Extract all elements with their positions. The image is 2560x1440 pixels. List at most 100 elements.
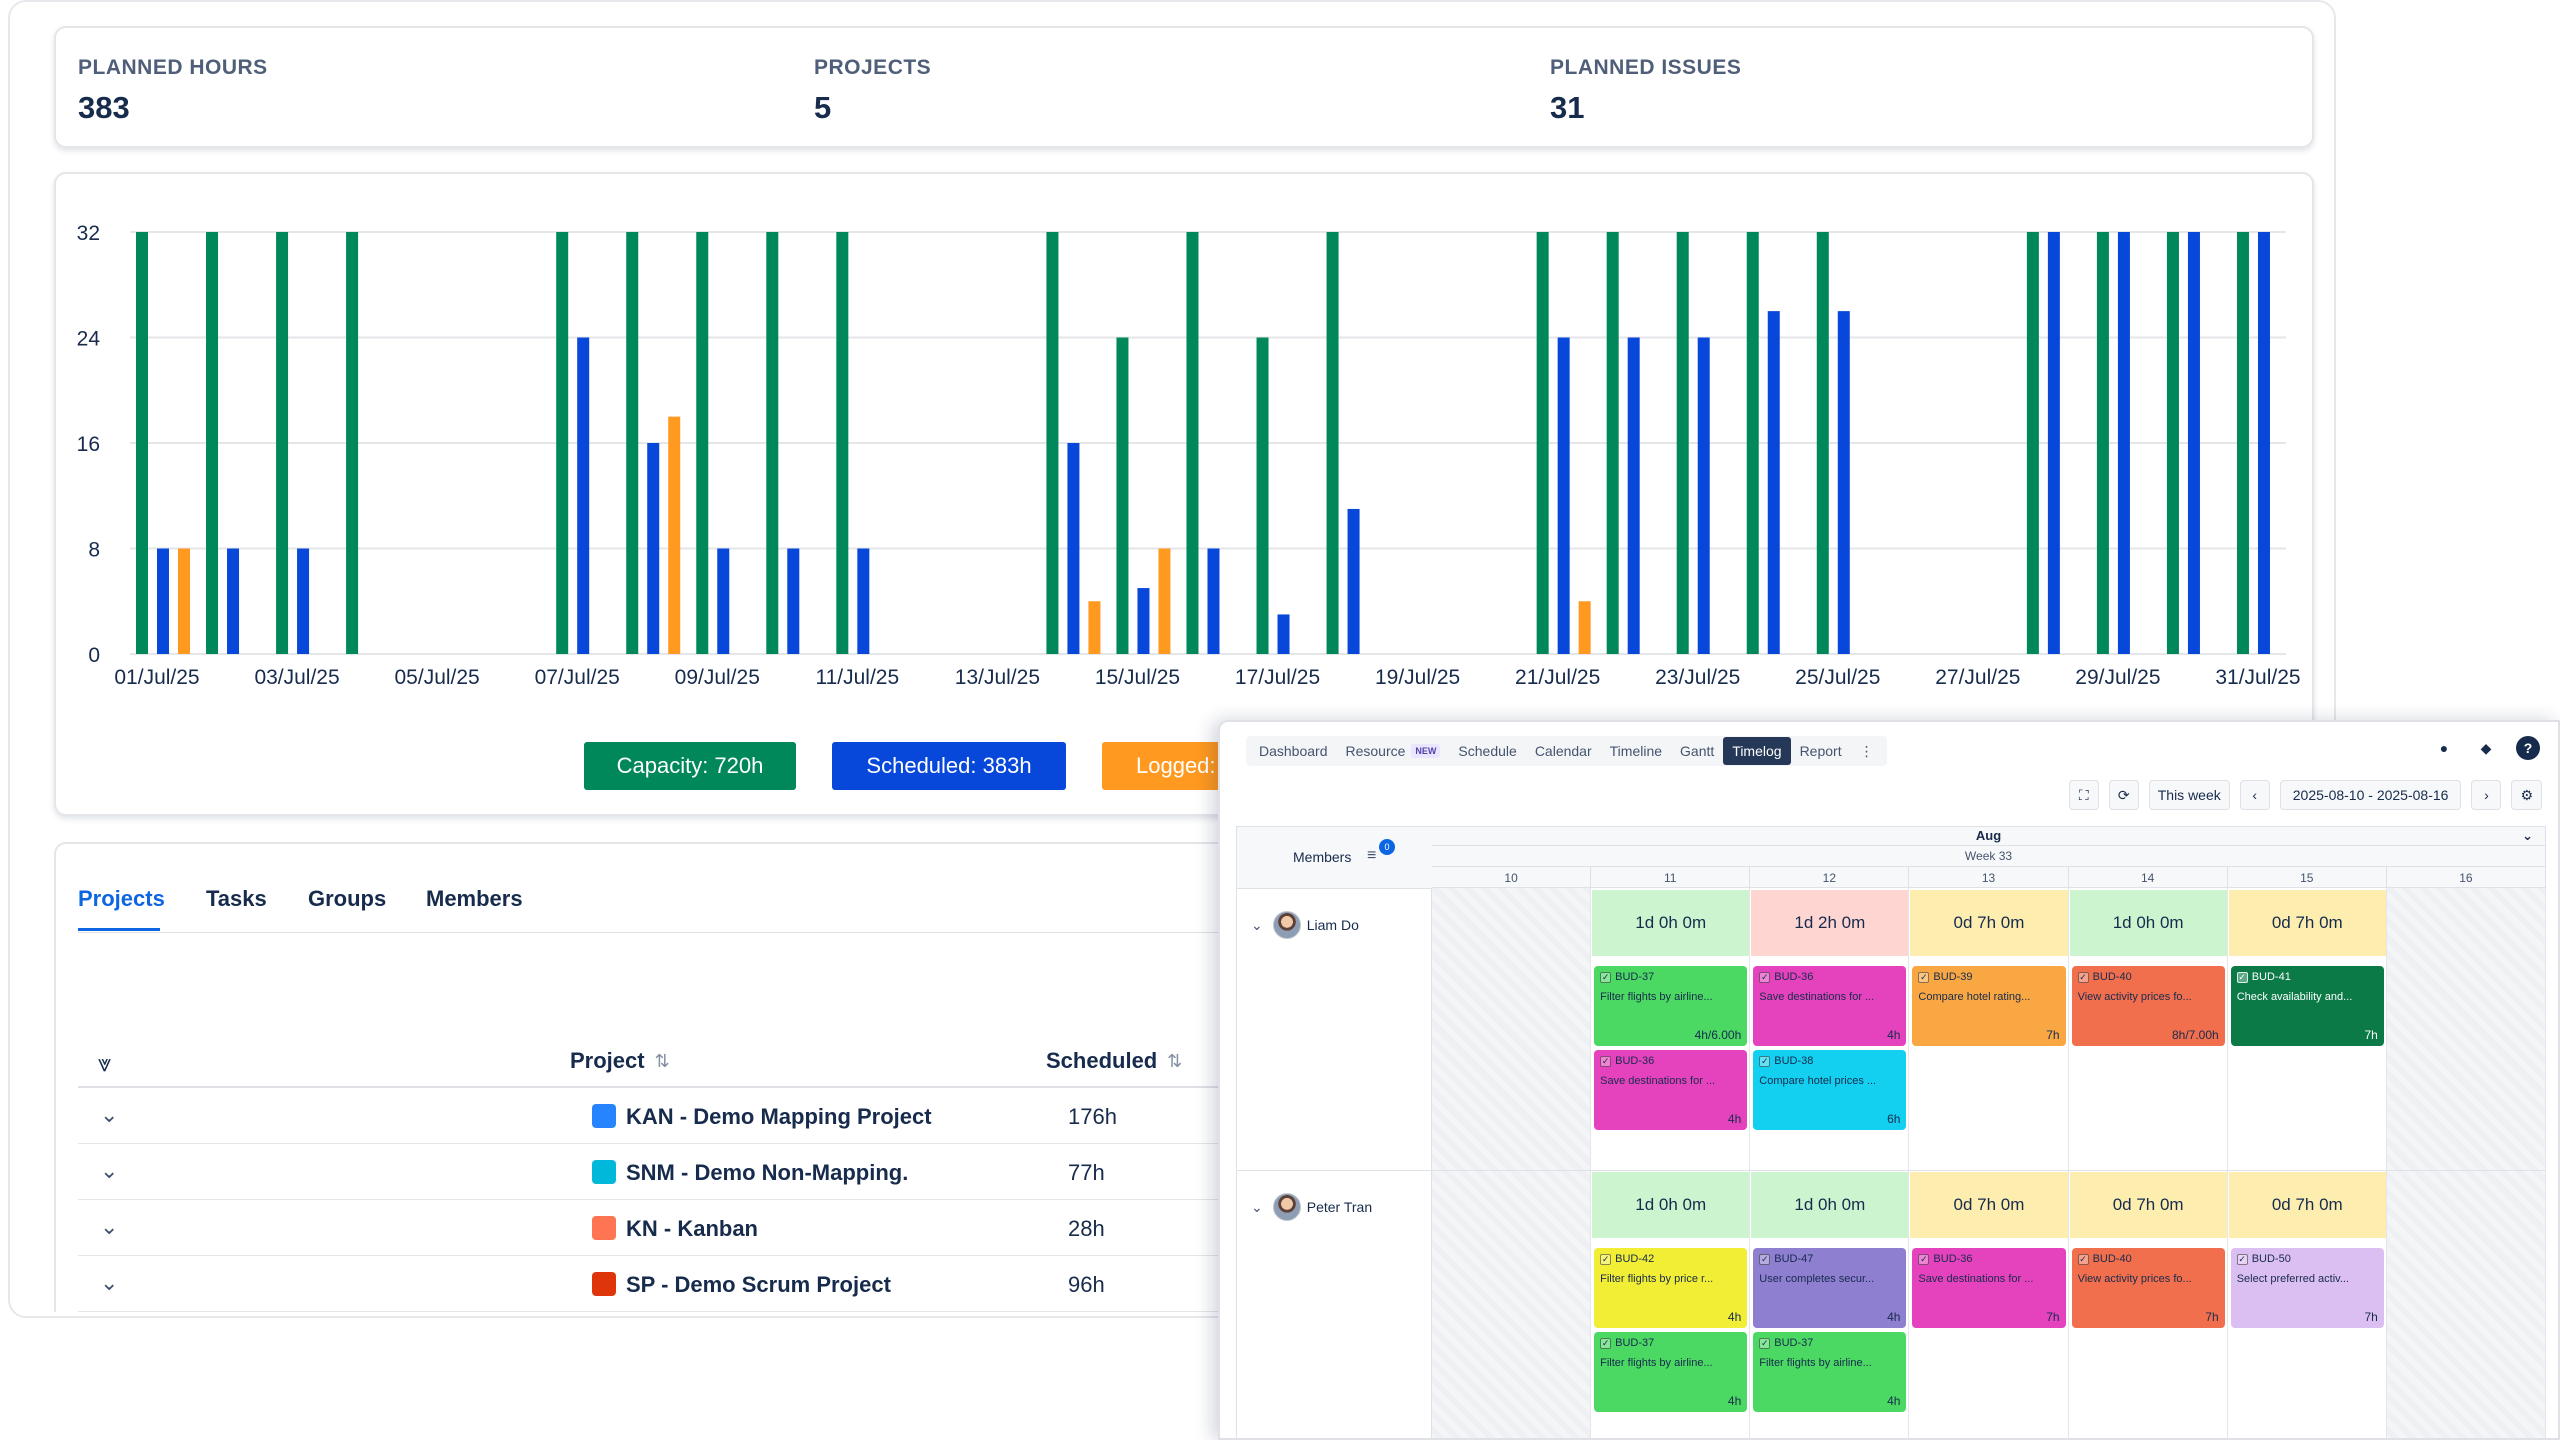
legend-scheduled[interactable]: Scheduled: 383h	[832, 742, 1066, 790]
prev-week-button[interactable]: ‹	[2239, 780, 2270, 810]
nav-tab-gantt[interactable]: Gantt	[1671, 737, 1723, 765]
chevron-down-icon[interactable]: ⌄	[1251, 916, 1263, 933]
settings-gear-icon[interactable]: ⚙	[2511, 780, 2542, 810]
refresh-button[interactable]: ⟳	[2108, 780, 2139, 810]
nav-tab-timelog[interactable]: Timelog	[1723, 737, 1791, 765]
collapse-all-icon[interactable]: ⩔	[98, 1050, 112, 1077]
avatar	[1272, 1193, 1301, 1221]
day-column[interactable]	[2386, 888, 2546, 1438]
new-badge: NEW	[1411, 744, 1441, 758]
project-name[interactable]: SP - Demo Scrum Project	[626, 1272, 891, 1297]
table-row[interactable]: ⌄ SP - Demo Scrum Project 96h	[78, 1256, 1278, 1312]
task-card[interactable]: ✓ BUD-42 Filter flights by price r... 4h	[1594, 1248, 1748, 1328]
day-header: 11	[1591, 866, 1751, 888]
chevron-down-icon[interactable]: ⌄	[100, 1270, 119, 1295]
sort-icon[interactable]: ⇅	[654, 1050, 670, 1071]
task-card[interactable]: ✓ BUD-39 Compare hotel rating... 7h	[1912, 966, 2066, 1046]
task-card[interactable]: ✓ BUD-37 Filter flights by airline... 4h/6.…	[1594, 966, 1748, 1046]
task-card[interactable]: ✓ BUD-36 Save destinations for ... 4h	[1594, 1050, 1748, 1130]
checkbox-icon: ✓	[1918, 971, 1930, 983]
day-column[interactable]	[1909, 888, 2069, 1438]
filter-icon[interactable]: ≡	[1367, 847, 1377, 864]
chevron-down-icon[interactable]: ⌄	[2522, 828, 2533, 843]
nav-tab-report[interactable]: Report	[1791, 737, 1851, 765]
this-week-button[interactable]: This week	[2148, 780, 2230, 810]
task-hours: 4h	[1887, 1028, 1901, 1042]
nav-tab-dashboard[interactable]: Dashboard	[1250, 737, 1337, 765]
megaphone-icon[interactable]: ◆	[2480, 739, 2492, 756]
task-card[interactable]: ✓ BUD-36 Save destinations for ... 4h	[1753, 966, 1907, 1046]
project-name[interactable]: SNM - Demo Non-Mapping.	[626, 1160, 909, 1185]
table-row[interactable]: ⌄ SNM - Demo Non-Mapping. 77h	[78, 1144, 1278, 1200]
x-tick-label: 13/Jul/25	[955, 666, 1040, 689]
y-tick-label: 8	[88, 539, 100, 562]
y-tick-label: 32	[77, 222, 100, 245]
x-tick-label: 03/Jul/25	[254, 666, 339, 689]
y-tick-label: 24	[77, 328, 101, 351]
day-column[interactable]	[2228, 888, 2387, 1438]
task-card[interactable]: ✓ BUD-47 User completes secur... 4h	[1753, 1248, 1907, 1328]
project-icon	[592, 1272, 616, 1296]
legend-capacity[interactable]: Capacity: 720h	[584, 742, 796, 790]
chevron-down-icon[interactable]: ⌄	[100, 1102, 119, 1127]
chevron-down-icon[interactable]: ⌄	[100, 1214, 119, 1239]
task-card[interactable]: ✓ BUD-41 Check availability and... 7h	[2230, 966, 2384, 1046]
nav-tab-calendar[interactable]: Calendar	[1526, 737, 1601, 765]
help-icon[interactable]: ?	[2516, 736, 2540, 760]
table-row[interactable]: ⌄ KAN - Demo Mapping Project 176h	[78, 1088, 1278, 1144]
task-title: Filter flights by airline...	[1600, 1357, 1713, 1369]
day-column[interactable]	[1591, 888, 1751, 1438]
lightbulb-icon[interactable]: ●	[2439, 740, 2449, 756]
task-key-row: ✓ BUD-39	[1918, 971, 2059, 983]
bar-capacity	[1606, 232, 1619, 654]
task-card[interactable]: ✓ BUD-40 View activity prices fo... 7h	[2071, 1248, 2225, 1328]
next-week-button[interactable]: ›	[2471, 780, 2502, 810]
stat-projects: PROJECTS 5	[814, 56, 931, 126]
daily-total: 1d 0h 0m	[2069, 890, 2227, 956]
table-row[interactable]: ⌄ KN - Kanban 28h	[78, 1200, 1278, 1256]
tab-groups[interactable]: Groups	[308, 886, 387, 911]
tab-tasks[interactable]: Tasks	[206, 886, 267, 911]
day-column[interactable]	[2069, 888, 2228, 1438]
nav-tab-timeline[interactable]: Timeline	[1601, 737, 1671, 765]
x-tick-label: 31/Jul/25	[2215, 666, 2300, 689]
stat-planned-issues: PLANNED ISSUES 31	[1550, 56, 1741, 126]
task-hours: 4h	[1727, 1394, 1742, 1408]
tab-projects[interactable]: Projects	[78, 886, 165, 911]
day-column[interactable]	[1750, 888, 1910, 1438]
nav-tab-schedule[interactable]: Schedule	[1449, 737, 1525, 765]
project-name[interactable]: KN - Kanban	[626, 1216, 758, 1241]
day-column[interactable]	[1432, 888, 1592, 1438]
week-header: Week 33	[1432, 846, 2546, 866]
member-row[interactable]: ⌄ Liam Do	[1251, 911, 1359, 939]
fullscreen-button[interactable]: ⛶	[2068, 780, 2099, 810]
task-hours: 4h	[1887, 1310, 1901, 1324]
daily-total: 1d 2h 0m	[1751, 890, 1909, 956]
column-header-scheduled[interactable]: Scheduled ⇅	[1046, 1048, 1182, 1074]
project-name[interactable]: KAN - Demo Mapping Project	[626, 1104, 932, 1129]
more-options-icon[interactable]: ⋮	[1859, 742, 1874, 759]
chevron-down-icon[interactable]: ⌄	[100, 1158, 119, 1183]
task-title: Filter flights by airline...	[1759, 1357, 1872, 1369]
task-card[interactable]: ✓ BUD-50 Select preferred activ... 7h	[2230, 1248, 2384, 1328]
task-card[interactable]: ✓ BUD-40 View activity prices fo... 8h/7.00…	[2071, 966, 2225, 1046]
tab-members[interactable]: Members	[426, 886, 523, 911]
column-header-label: Scheduled	[1046, 1048, 1158, 1073]
task-card[interactable]: ✓ BUD-36 Save destinations for ... 7h	[1912, 1248, 2066, 1328]
column-header-project[interactable]: Project ⇅	[570, 1048, 670, 1074]
chevron-down-icon[interactable]: ⌄	[1251, 1198, 1263, 1215]
bar-scheduled	[647, 443, 660, 654]
day-header: 10	[1432, 866, 1592, 888]
nav-tab-resource[interactable]: Resource NEW	[1337, 737, 1450, 765]
sort-icon[interactable]: ⇅	[1167, 1050, 1183, 1071]
date-range-picker[interactable]: 2025-08-10 - 2025-08-16	[2279, 780, 2462, 810]
bar-capacity	[1746, 232, 1759, 654]
task-key-row: ✓ BUD-38	[1759, 1055, 1900, 1067]
member-row[interactable]: ⌄ Peter Tran	[1251, 1193, 1372, 1221]
y-tick-label: 0	[88, 644, 100, 667]
bar-capacity	[2236, 232, 2249, 654]
task-card[interactable]: ✓ BUD-37 Filter flights by airline... 4h	[1594, 1332, 1748, 1412]
task-card[interactable]: ✓ BUD-37 Filter flights by airline... 4h	[1753, 1332, 1907, 1412]
task-card[interactable]: ✓ BUD-38 Compare hotel prices ... 6h	[1753, 1050, 1907, 1130]
